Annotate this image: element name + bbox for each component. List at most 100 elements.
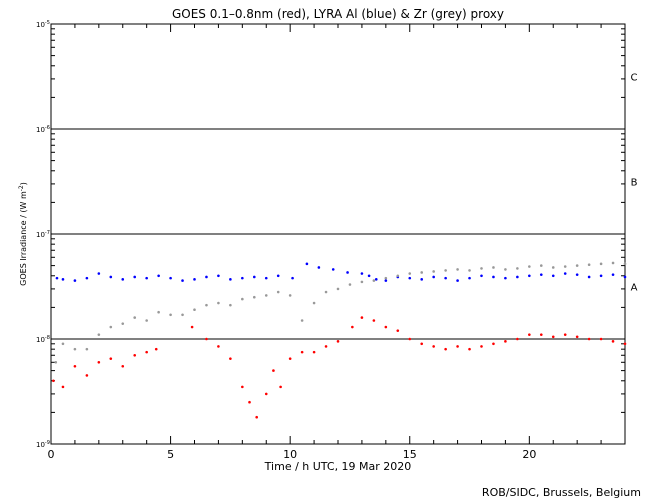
data-point bbox=[420, 271, 424, 274]
data-point bbox=[193, 278, 196, 281]
x-tick-label: 10 bbox=[283, 448, 297, 461]
data-point bbox=[346, 271, 349, 274]
data-point bbox=[109, 357, 113, 360]
x-axis-label: Time / h UTC, 19 Mar 2020 bbox=[264, 460, 412, 473]
y-tick-label: 10-6 bbox=[36, 125, 50, 134]
data-point bbox=[456, 268, 459, 271]
data-point bbox=[528, 274, 531, 278]
data-point bbox=[133, 316, 137, 319]
data-point bbox=[456, 279, 459, 282]
flare-class-label: A bbox=[631, 283, 638, 294]
data-point bbox=[348, 283, 352, 286]
data-point bbox=[121, 364, 125, 368]
data-point bbox=[205, 303, 208, 307]
x-tick-label: 5 bbox=[167, 448, 174, 461]
data-layer bbox=[52, 261, 627, 419]
data-point bbox=[255, 415, 258, 419]
data-point bbox=[432, 275, 435, 279]
data-point bbox=[575, 273, 579, 276]
data-point bbox=[205, 337, 208, 341]
data-point bbox=[468, 347, 471, 351]
data-point bbox=[575, 335, 579, 339]
data-point bbox=[272, 369, 275, 372]
data-point bbox=[516, 337, 519, 341]
data-point bbox=[248, 400, 251, 404]
data-point bbox=[551, 274, 555, 278]
data-point bbox=[61, 342, 65, 346]
data-point bbox=[133, 353, 137, 357]
plot-area: A B C 0 5 10 15 20 10-9 10-8 10-7 10-6 10-5 bbox=[36, 20, 638, 461]
data-point bbox=[241, 276, 244, 280]
data-point bbox=[432, 345, 435, 348]
y-axis-label: GOES Irradiance / (W m-2) bbox=[18, 182, 28, 286]
data-point bbox=[109, 275, 113, 279]
data-point bbox=[61, 278, 65, 281]
data-point bbox=[217, 274, 220, 278]
data-point bbox=[193, 308, 196, 312]
data-point bbox=[300, 350, 304, 354]
data-point bbox=[504, 268, 507, 271]
data-point bbox=[229, 303, 232, 307]
data-point bbox=[264, 276, 268, 280]
data-point bbox=[264, 294, 268, 297]
data-point bbox=[480, 345, 483, 348]
data-point bbox=[623, 262, 627, 266]
data-point bbox=[611, 273, 615, 276]
data-point bbox=[288, 357, 292, 360]
credit-text: ROB/SIDC, Brussels, Belgium bbox=[482, 486, 641, 499]
data-point bbox=[587, 337, 591, 341]
y-tick-label: 10-7 bbox=[36, 230, 50, 239]
data-point bbox=[154, 347, 158, 351]
data-point bbox=[85, 276, 89, 280]
data-point bbox=[539, 273, 543, 276]
data-point bbox=[97, 272, 101, 275]
data-point bbox=[291, 276, 294, 280]
x-tick-label: 20 bbox=[522, 448, 536, 461]
data-point bbox=[432, 270, 435, 273]
data-point bbox=[420, 342, 424, 346]
data-point bbox=[312, 350, 316, 354]
y-axis-label-end: ) bbox=[19, 182, 28, 185]
data-point bbox=[360, 316, 364, 319]
data-point bbox=[374, 278, 378, 281]
data-point bbox=[145, 276, 148, 280]
data-point bbox=[563, 333, 567, 336]
data-point bbox=[169, 276, 172, 280]
data-point bbox=[611, 340, 615, 343]
data-point bbox=[384, 276, 388, 280]
data-point bbox=[317, 266, 321, 269]
data-point bbox=[468, 276, 471, 280]
data-point bbox=[336, 340, 340, 343]
data-point bbox=[241, 385, 244, 389]
data-point bbox=[468, 269, 471, 272]
y-axis-label-main: GOES Irradiance / (W m bbox=[19, 191, 28, 286]
data-point bbox=[539, 333, 543, 336]
data-point bbox=[492, 342, 495, 346]
y-tick-label: 10-8 bbox=[36, 335, 50, 344]
data-point bbox=[623, 275, 627, 279]
data-point bbox=[396, 274, 400, 278]
data-point bbox=[351, 325, 354, 329]
data-point bbox=[54, 360, 58, 364]
flare-class-label: B bbox=[631, 178, 638, 189]
data-point bbox=[73, 364, 77, 368]
data-point bbox=[181, 279, 184, 282]
data-point bbox=[599, 337, 603, 341]
data-point bbox=[504, 276, 507, 280]
data-point bbox=[563, 265, 567, 268]
data-point bbox=[396, 329, 400, 332]
data-point bbox=[551, 266, 555, 269]
data-point bbox=[229, 357, 232, 360]
data-point bbox=[367, 274, 371, 278]
data-point bbox=[456, 345, 459, 348]
data-point bbox=[623, 342, 627, 346]
data-point bbox=[61, 385, 65, 389]
data-point bbox=[611, 261, 615, 265]
data-point bbox=[157, 310, 160, 314]
x-tick-label: 15 bbox=[403, 448, 417, 461]
data-point bbox=[444, 276, 447, 280]
y-axis-label-exponent: -2 bbox=[18, 185, 25, 191]
data-point bbox=[551, 335, 555, 339]
data-point bbox=[85, 347, 89, 351]
data-series bbox=[54, 261, 627, 364]
